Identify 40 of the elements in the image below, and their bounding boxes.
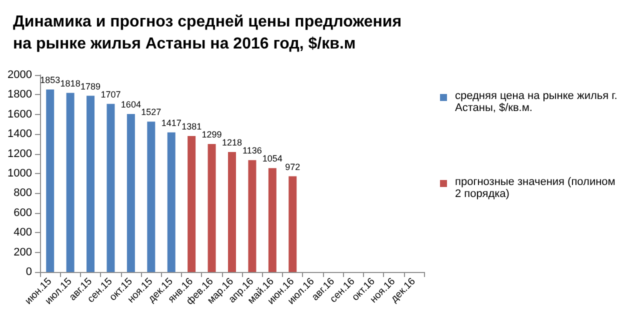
y-tick-label: 1200 <box>8 148 32 160</box>
data-label: 972 <box>285 162 300 172</box>
bar <box>248 160 256 272</box>
bar <box>188 136 196 272</box>
data-label: 1789 <box>80 81 101 92</box>
data-label: 1818 <box>60 78 80 88</box>
bar <box>86 96 95 272</box>
y-tick-label: 0 <box>26 266 32 278</box>
y-tick-label: 400 <box>14 226 32 239</box>
data-label: 1381 <box>182 121 202 132</box>
data-label: 1527 <box>141 107 162 118</box>
bar <box>167 132 176 272</box>
legend-label: прогнозные значения (полином 2 порядка) <box>455 176 616 200</box>
data-label: 1136 <box>242 146 262 156</box>
y-tick-label: 1600 <box>8 108 32 120</box>
data-label: 1299 <box>202 130 222 140</box>
bar <box>228 152 236 272</box>
data-label: 1218 <box>222 138 242 148</box>
data-label: 1853 <box>40 74 60 85</box>
y-tick-label: 1800 <box>8 88 32 101</box>
chart-title: Динамика и прогноз средней цены предложения на рынке жилья Астаны на 2016 год, $/кв.м <box>13 14 402 52</box>
bar <box>46 89 54 272</box>
y-tick-label: 600 <box>14 206 32 219</box>
data-label: 1604 <box>120 100 141 110</box>
data-label: 1054 <box>262 154 282 164</box>
legend-label: средняя цена на рынке жилья г. Астаны, $/кв.м. <box>455 90 618 114</box>
bar <box>268 168 276 272</box>
data-label: 1707 <box>100 89 121 100</box>
data-label: 1417 <box>161 118 182 128</box>
y-tick-label: 800 <box>14 187 32 200</box>
bar <box>147 122 156 272</box>
bar <box>126 114 135 272</box>
bar <box>66 92 74 272</box>
bar <box>106 104 115 272</box>
y-tick-label: 1000 <box>8 168 32 180</box>
bar <box>288 176 297 272</box>
bar <box>208 144 216 272</box>
y-tick-label: 2000 <box>8 69 32 81</box>
y-tick-label: 200 <box>14 246 32 258</box>
y-tick-label: 1400 <box>8 128 32 140</box>
